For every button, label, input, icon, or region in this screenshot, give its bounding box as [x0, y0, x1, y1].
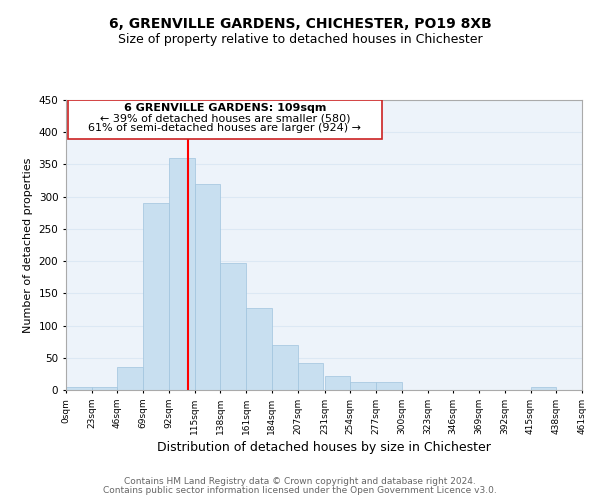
Bar: [118, 368, 143, 390]
Bar: [376, 382, 402, 390]
Bar: [66, 387, 92, 390]
Text: 6, GRENVILLE GARDENS, CHICHESTER, PO19 8XB: 6, GRENVILLE GARDENS, CHICHESTER, PO19 8…: [109, 18, 491, 32]
Bar: [530, 387, 556, 390]
Bar: [143, 203, 169, 390]
Bar: [350, 382, 376, 390]
Text: 6 GRENVILLE GARDENS: 109sqm: 6 GRENVILLE GARDENS: 109sqm: [124, 102, 326, 113]
Text: Contains HM Land Registry data © Crown copyright and database right 2024.: Contains HM Land Registry data © Crown c…: [124, 477, 476, 486]
Bar: [298, 363, 323, 390]
Bar: [272, 345, 298, 390]
Text: Size of property relative to detached houses in Chichester: Size of property relative to detached ho…: [118, 32, 482, 46]
Bar: [220, 263, 246, 390]
Bar: [195, 184, 220, 390]
Text: Contains public sector information licensed under the Open Government Licence v3: Contains public sector information licen…: [103, 486, 497, 495]
Bar: [68, 100, 382, 138]
Bar: [92, 387, 118, 390]
X-axis label: Distribution of detached houses by size in Chichester: Distribution of detached houses by size …: [157, 441, 491, 454]
Y-axis label: Number of detached properties: Number of detached properties: [23, 158, 33, 332]
Text: ← 39% of detached houses are smaller (580): ← 39% of detached houses are smaller (58…: [100, 113, 350, 123]
Bar: [325, 376, 350, 390]
Bar: [246, 308, 272, 390]
Bar: [169, 158, 195, 390]
Text: 61% of semi-detached houses are larger (924) →: 61% of semi-detached houses are larger (…: [88, 122, 361, 132]
